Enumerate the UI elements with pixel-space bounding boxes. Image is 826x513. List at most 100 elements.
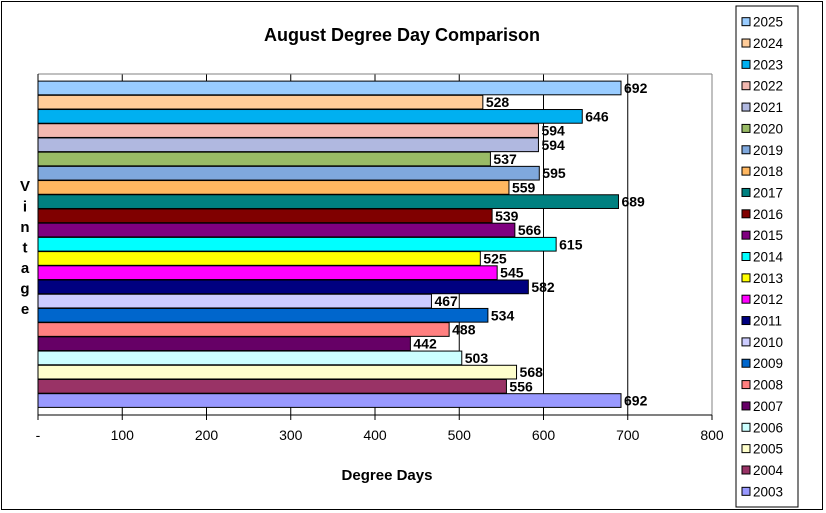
bar-2011: [37, 279, 529, 295]
y-axis-title-letter: e: [21, 301, 29, 318]
legend-label-2023: 2023: [753, 57, 783, 72]
legend-swatch-2012: [741, 294, 751, 304]
y-axis-title-letter: i: [23, 199, 27, 216]
y-axis-title-letter: a: [21, 260, 30, 277]
data-label-2022: 594: [541, 123, 565, 139]
legend-swatch-2008: [741, 380, 751, 390]
legend-label-2004: 2004: [753, 463, 784, 478]
x-tick-labels: - 100 200 300 400 500 600 700 800: [36, 427, 724, 443]
legend-swatch-2006: [741, 422, 751, 432]
legend-label-2008: 2008: [753, 378, 783, 393]
legend-swatch-2025: [741, 17, 751, 27]
x-tick-label: 400: [363, 427, 387, 443]
bar-2015: [37, 222, 516, 238]
x-tick-label: 600: [532, 427, 556, 443]
x-tick-label: 800: [700, 427, 724, 443]
legend-swatch-2016: [741, 209, 751, 219]
y-axis-title-letter: V: [20, 178, 30, 195]
axes: [37, 73, 713, 420]
data-label-2010: 467: [434, 293, 458, 309]
data-label-2021: 594: [541, 137, 565, 153]
legend-label-2009: 2009: [753, 356, 783, 371]
data-label-2003: 692: [624, 393, 648, 409]
data-label-2018: 559: [512, 179, 536, 195]
data-label-2009: 534: [491, 307, 515, 323]
bar-2025: [37, 80, 622, 96]
legend-label-2014: 2014: [753, 250, 784, 265]
legend-label-2015: 2015: [753, 228, 783, 243]
y-axis-title-letter: n: [20, 219, 29, 236]
bar-2016: [37, 208, 493, 224]
data-label-2025: 692: [624, 80, 648, 96]
bar-2024: [37, 94, 484, 110]
legend-swatch-2014: [741, 252, 751, 261]
bar-2020: [37, 151, 491, 167]
bar-2009: [37, 307, 489, 323]
legend-swatch-2009: [741, 358, 751, 368]
bar-2012: [37, 265, 498, 281]
legend-label-2018: 2018: [753, 164, 783, 179]
legend-swatch-2020: [741, 123, 751, 133]
bar-2018: [37, 180, 510, 195]
data-label-2019: 595: [542, 165, 566, 181]
legend-swatch-2011: [741, 316, 751, 326]
bar-2023: [37, 109, 583, 124]
data-label-2005: 568: [520, 364, 544, 380]
bar-2004: [37, 378, 507, 394]
bar-2022: [37, 123, 539, 138]
legend-swatch-2021: [741, 102, 751, 112]
data-label-2011: 582: [531, 279, 555, 295]
data-label-2024: 528: [486, 94, 510, 110]
data-label-2008: 488: [452, 322, 476, 338]
legend-label-2003: 2003: [753, 484, 783, 499]
data-label-2004: 556: [509, 378, 533, 394]
bar-2003: [37, 393, 622, 408]
legend-swatch-2004: [741, 465, 751, 475]
legend-label-2007: 2007: [753, 399, 783, 414]
bar-2021: [37, 137, 539, 153]
x-tick-label: 700: [616, 427, 640, 443]
bar-2007: [37, 336, 411, 352]
legend-swatch-2024: [741, 38, 751, 48]
legend-swatch-2018: [741, 166, 751, 176]
legend-swatch-2013: [741, 273, 751, 283]
legend-label-2022: 2022: [753, 79, 783, 94]
bar-2008: [37, 322, 450, 337]
bar-2017: [37, 194, 619, 209]
x-tick-label: 500: [448, 427, 472, 443]
data-label-2020: 537: [493, 151, 517, 167]
legend-label-2012: 2012: [753, 292, 783, 307]
legend-label-2025: 2025: [753, 15, 783, 30]
y-axis-title-letter: t: [23, 240, 28, 257]
x-tick-label: 100: [111, 427, 135, 443]
legend-label-2006: 2006: [753, 420, 783, 435]
legend-swatch-2007: [741, 401, 751, 411]
legend-swatch-2017: [741, 187, 751, 197]
legend-label-2016: 2016: [753, 207, 783, 222]
data-label-2016: 539: [495, 208, 519, 224]
bar-2013: [37, 251, 481, 266]
x-tick-label: 200: [195, 427, 219, 443]
data-label-2012: 545: [500, 265, 524, 281]
x-axis-title: Degree Days: [342, 467, 433, 484]
bar-2014: [37, 236, 557, 252]
bar-2006: [37, 350, 463, 366]
data-label-2014: 615: [559, 236, 583, 252]
legend-swatch-2005: [741, 444, 751, 454]
bar-2005: [37, 364, 518, 380]
data-labels: 6925286465945945375955596895395666155255…: [413, 80, 647, 409]
legend-swatch-2023: [741, 59, 751, 69]
data-label-2013: 525: [483, 250, 507, 266]
x-tick-label: -: [36, 427, 41, 443]
bar-2010: [37, 293, 432, 309]
legend-label-2010: 2010: [753, 335, 783, 350]
x-tick-label: 300: [279, 427, 303, 443]
data-label-2023: 646: [585, 108, 609, 124]
legend-label-2017: 2017: [753, 185, 783, 200]
legend-label-2019: 2019: [753, 143, 783, 158]
legend-label-2005: 2005: [753, 442, 783, 457]
legend-swatch-2019: [741, 145, 751, 155]
y-axis-title-letter: g: [20, 281, 29, 298]
